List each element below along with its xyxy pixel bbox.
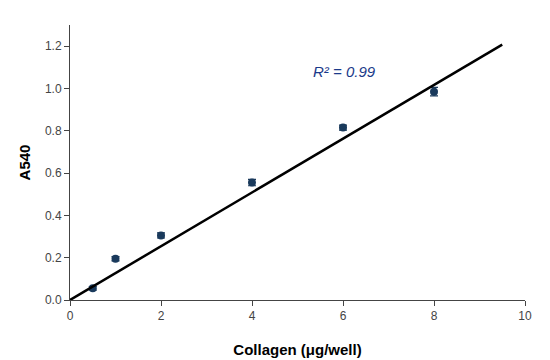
svg-text:0.6: 0.6 [45, 166, 62, 180]
svg-text:4: 4 [249, 309, 256, 323]
svg-text:0.8: 0.8 [45, 124, 62, 138]
svg-text:1.2: 1.2 [45, 39, 62, 53]
svg-text:0: 0 [67, 309, 74, 323]
svg-text:1.0: 1.0 [45, 82, 62, 96]
svg-text:0.2: 0.2 [45, 251, 62, 265]
svg-text:2: 2 [158, 309, 165, 323]
svg-text:0.4: 0.4 [45, 209, 62, 223]
svg-text:A540: A540 [16, 145, 33, 181]
svg-text:0.0: 0.0 [45, 293, 62, 307]
svg-text:R² = 0.99: R² = 0.99 [313, 63, 376, 80]
svg-text:10: 10 [518, 309, 532, 323]
svg-text:6: 6 [340, 309, 347, 323]
svg-text:8: 8 [431, 309, 438, 323]
svg-text:Collagen (μg/well): Collagen (μg/well) [233, 341, 361, 358]
